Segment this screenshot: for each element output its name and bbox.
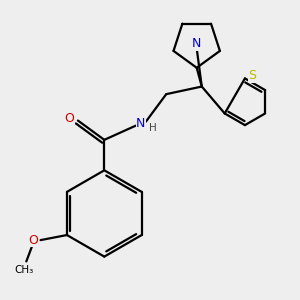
Text: H: H (149, 123, 156, 133)
Text: S: S (248, 69, 256, 82)
Text: CH₃: CH₃ (15, 265, 34, 275)
Text: N: N (192, 37, 201, 50)
Text: O: O (64, 112, 74, 124)
Text: O: O (28, 234, 38, 247)
Text: N: N (192, 37, 201, 50)
Text: N: N (136, 117, 146, 130)
